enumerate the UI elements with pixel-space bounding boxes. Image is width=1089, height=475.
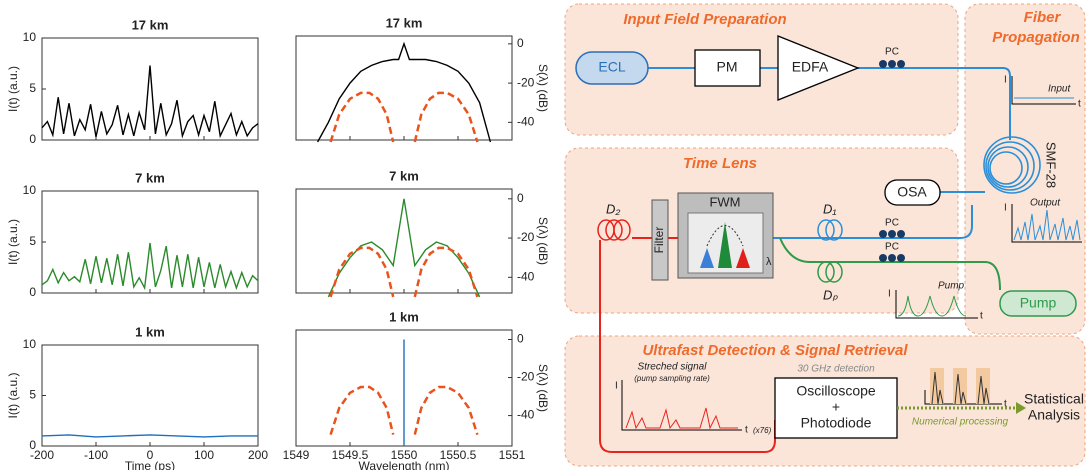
inset-title: Output: [1030, 198, 1061, 209]
chart-title: 7 km: [389, 168, 419, 183]
filter-label: Filter: [652, 227, 666, 254]
x-axis-label: Wavelength (nm): [359, 459, 450, 470]
chart-title: 7 km: [135, 170, 165, 185]
inset-axis: I: [615, 381, 618, 392]
y-tick-label: -20: [517, 75, 535, 89]
chart-title: 17 km: [386, 15, 423, 30]
inset-title: Streched signal: [638, 362, 708, 373]
pm-label: PM: [717, 59, 738, 75]
y-tick-label: 5: [29, 234, 36, 248]
photodiode-label: Photodiode: [801, 415, 872, 431]
y-tick-label: -40: [517, 408, 535, 422]
processing-label: Numerical processing: [912, 417, 1009, 428]
ecl-label: ECL: [598, 59, 625, 75]
inset-axis: t: [980, 311, 983, 322]
y-tick-label: 10: [23, 337, 37, 351]
y-tick-label: 0: [29, 132, 36, 146]
inset-axis: I: [1004, 75, 1007, 86]
d2-label: D₂: [606, 201, 620, 216]
y-tick-label: 0: [29, 285, 36, 299]
fwm-label: FWM: [709, 194, 740, 209]
y-axis-label: I(t) (a.u.): [6, 372, 20, 418]
inset-axis: t: [1078, 99, 1081, 110]
analysis-label: Analysis: [1028, 407, 1080, 423]
pc-label: PC: [885, 218, 899, 229]
section-title: Fiber: [1024, 9, 1062, 26]
scope-label: Oscilloscope: [796, 383, 876, 399]
x-axis-label: Time (ps): [125, 459, 175, 470]
y-axis-label: S(λ) (dB): [536, 364, 550, 412]
section-title: Ultrafast Detection & Signal Retrieval: [642, 342, 908, 359]
dp-label: Dₚ: [823, 287, 838, 302]
inset-subtitle: (pump sampling rate): [634, 374, 710, 383]
x-tick-label: -100: [84, 448, 108, 462]
y-tick-label: 10: [23, 183, 37, 197]
edfa-label: EDFA: [792, 59, 829, 75]
diagram: Input Field Preparation Fiber Propagatio…: [565, 4, 1085, 466]
x-tick-label: 100: [194, 448, 214, 462]
analysis-label: Statistical: [1024, 391, 1084, 407]
y-axis-label: I(t) (a.u.): [6, 219, 20, 265]
chart-title: 17 km: [132, 17, 169, 32]
y-axis-label: S(λ) (dB): [536, 64, 550, 112]
y-tick-label: -20: [517, 230, 535, 244]
inset-axis: t: [745, 425, 748, 436]
plus-label: +: [832, 399, 840, 415]
x-tick-label: 1551: [499, 448, 526, 462]
lambda-label: λ: [766, 256, 772, 268]
y-tick-label: 0: [517, 332, 524, 346]
y-tick-label: 0: [517, 36, 524, 50]
detection-label: 30 GHz detection: [797, 364, 875, 375]
inset-axis: I: [1004, 203, 1007, 214]
plot-frame: [296, 36, 512, 140]
inset-axis: (x76): [753, 426, 772, 435]
inset-title: Pump: [938, 281, 965, 292]
figure: 17 km0510I(t) (a.u.)17 km0-20-40S(λ) (dB…: [0, 0, 1089, 470]
y-axis-label: I(t) (a.u.): [6, 66, 20, 112]
x-tick-label: 200: [248, 448, 268, 462]
chart-title: 1 km: [389, 309, 419, 324]
y-tick-label: 5: [29, 388, 36, 402]
plot-frame: [296, 189, 512, 293]
x-tick-label: 1549: [283, 448, 310, 462]
pc-label: PC: [885, 242, 899, 253]
y-tick-label: -40: [517, 269, 535, 283]
y-tick-label: -40: [517, 115, 535, 129]
y-tick-label: -20: [517, 370, 535, 384]
section-title: Propagation: [992, 29, 1080, 46]
section-title: Time Lens: [683, 155, 757, 172]
section-box: [965, 4, 1085, 334]
chart-title: 1 km: [135, 324, 165, 339]
inset-axis: I: [888, 289, 891, 300]
pc-label: PC: [885, 47, 899, 58]
osa-label: OSA: [897, 184, 927, 200]
x-tick-label: -200: [30, 448, 54, 462]
y-tick-label: 5: [29, 81, 36, 95]
inset-title: Input: [1048, 84, 1071, 95]
plot-frame: [42, 345, 258, 446]
pump-label: Pump: [1020, 295, 1057, 311]
section-title: Input Field Preparation: [623, 11, 786, 28]
y-axis-label: S(λ) (dB): [536, 217, 550, 265]
plot-frame: [42, 191, 258, 293]
fiber-label: SMF-28: [1044, 142, 1059, 188]
d1-label: D₁: [823, 201, 837, 216]
y-tick-label: 10: [23, 30, 37, 44]
y-tick-label: 0: [517, 191, 524, 205]
